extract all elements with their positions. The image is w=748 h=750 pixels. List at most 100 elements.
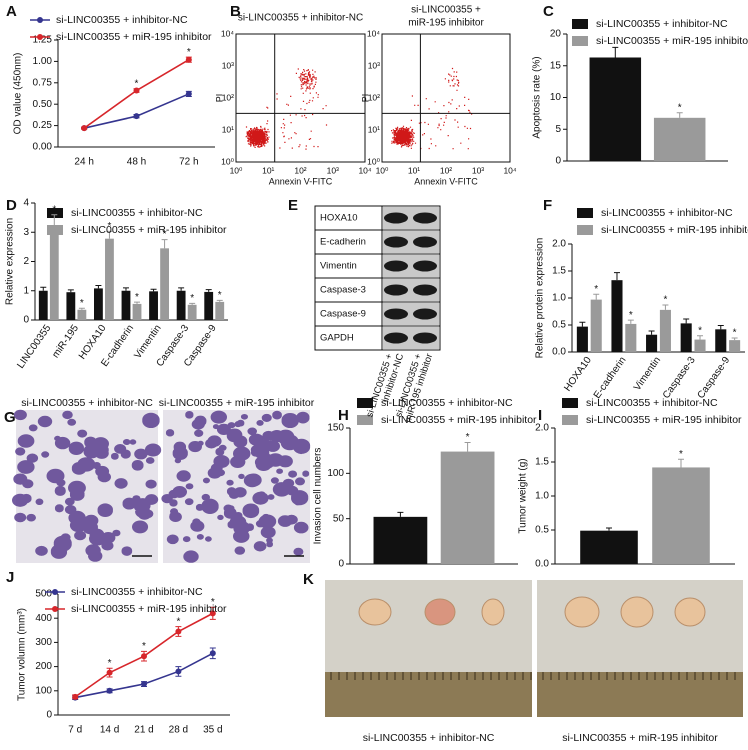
significance: * xyxy=(190,293,194,304)
y-tick-label: 10⁴ xyxy=(367,28,380,38)
y-tick-label: 10⁰ xyxy=(221,156,234,166)
y-tick-label: 150 xyxy=(327,423,344,434)
y-tick-label: 0.0 xyxy=(535,559,549,570)
blot-band xyxy=(384,332,408,344)
significance: * xyxy=(678,102,682,113)
y-tick-label: 10³ xyxy=(222,60,234,70)
x-tick-label: 10⁰ xyxy=(376,165,389,175)
legend-label: si-LINC00355 + inhibitor-NC xyxy=(381,397,513,409)
y-tick-label: 1.00 xyxy=(33,56,53,67)
legend-swatch xyxy=(37,17,43,23)
x-tick-label: 10¹ xyxy=(262,165,274,175)
y-tick-label: 100 xyxy=(35,685,52,696)
legend-swatch xyxy=(562,415,578,425)
error-bar xyxy=(697,335,704,340)
y-tick-label: 10² xyxy=(368,92,380,102)
error-bar xyxy=(178,287,185,291)
y-axis-label: PI xyxy=(214,94,224,103)
x-tick-label: 72 h xyxy=(179,157,198,168)
y-tick-label: 0 xyxy=(338,559,344,570)
y-tick-label: 10¹ xyxy=(368,124,380,134)
y-tick-label: 200 xyxy=(35,661,52,672)
tumor xyxy=(481,598,505,626)
legend-label: si-LINC00355 + miR-195 inhibitor xyxy=(586,414,742,426)
error-bar xyxy=(150,288,157,292)
error-bar xyxy=(106,230,113,239)
bar xyxy=(176,290,186,320)
plot-frame xyxy=(381,33,511,163)
point xyxy=(106,669,113,676)
legend-label: si-LINC00355 + inhibitor-NC xyxy=(586,397,718,409)
bar xyxy=(149,291,158,320)
y-tick-label: 0.5 xyxy=(552,320,566,331)
point xyxy=(141,681,147,688)
y-tick-label: 1.0 xyxy=(552,293,566,304)
y-tick-label: 4 xyxy=(23,198,29,209)
error-bar xyxy=(579,321,586,327)
point xyxy=(175,628,182,635)
point xyxy=(175,668,182,675)
protein-label: Caspase-3 xyxy=(320,285,366,296)
panel-letter: K xyxy=(303,571,314,588)
protein-label: Vimentin xyxy=(320,261,357,272)
blot-band xyxy=(413,236,437,248)
y-axis-label: Apoptosis rate (%) xyxy=(532,56,543,138)
stained-cells xyxy=(161,410,311,563)
x-tick-label: 10⁴ xyxy=(503,165,516,175)
y-tick-label: 500 xyxy=(35,589,52,600)
y-axis-label: PI xyxy=(360,94,370,103)
legend-label: si-LINC00355 + inhibitor-NC xyxy=(71,586,203,598)
blot-band xyxy=(413,284,437,296)
tumor xyxy=(620,596,654,628)
bar xyxy=(49,225,59,320)
bar xyxy=(160,248,169,320)
y-tick-label: 15 xyxy=(550,60,562,71)
significance: * xyxy=(466,432,470,443)
bar xyxy=(132,303,142,320)
error-bar xyxy=(648,330,655,335)
blot-band xyxy=(384,260,408,272)
blot-band xyxy=(384,308,408,320)
legend-swatch xyxy=(37,34,43,40)
significance: * xyxy=(594,284,598,295)
legend-swatch xyxy=(47,225,63,235)
legend-label: si-LINC00355 + inhibitor-NC xyxy=(56,14,188,26)
tumor xyxy=(424,598,456,626)
image-title: si-LINC00355 + miR-195 inhibitor xyxy=(159,397,315,409)
panel-letter: A xyxy=(6,3,17,20)
legend-label: si-LINC00355 + inhibitor-NC xyxy=(601,207,733,219)
x-tick-label: 10² xyxy=(440,165,452,175)
point xyxy=(141,653,147,660)
point xyxy=(209,610,216,617)
point xyxy=(81,125,88,132)
bar xyxy=(94,288,103,320)
micrograph xyxy=(16,410,158,563)
legend-label: si-LINC00355 + miR-195 inhibitor xyxy=(381,414,537,426)
y-tick-label: 100 xyxy=(327,468,344,479)
x-tick-label: 7 d xyxy=(68,725,82,736)
significance: * xyxy=(108,658,112,669)
legend-swatch xyxy=(357,398,373,408)
bar xyxy=(680,323,692,352)
y-tick-label: 0 xyxy=(555,156,561,167)
y-tick-label: 5 xyxy=(555,124,561,135)
significance: * xyxy=(211,597,215,608)
stained-cells xyxy=(12,409,162,562)
legend-label: si-LINC00355 + miR-195 inhibitor xyxy=(71,224,227,236)
panel-letter: B xyxy=(230,3,241,20)
y-tick-label: 1.0 xyxy=(535,491,549,502)
significance: * xyxy=(52,204,56,215)
y-tick-label: 10³ xyxy=(368,60,380,70)
y-axis-label: Invasion cell numbers xyxy=(313,448,324,545)
y-tick-label: 20 xyxy=(550,29,562,40)
error-bar xyxy=(67,289,74,293)
point xyxy=(133,113,140,120)
error-bar xyxy=(662,304,669,310)
error-bar xyxy=(397,511,404,517)
significance: * xyxy=(218,290,222,301)
photo-caption: si-LINC00355 + inhibitor-NC xyxy=(363,732,495,744)
bar xyxy=(625,323,637,352)
bar xyxy=(121,290,131,320)
photo-caption: si-LINC00355 + miR-195 inhibitor xyxy=(562,732,718,744)
